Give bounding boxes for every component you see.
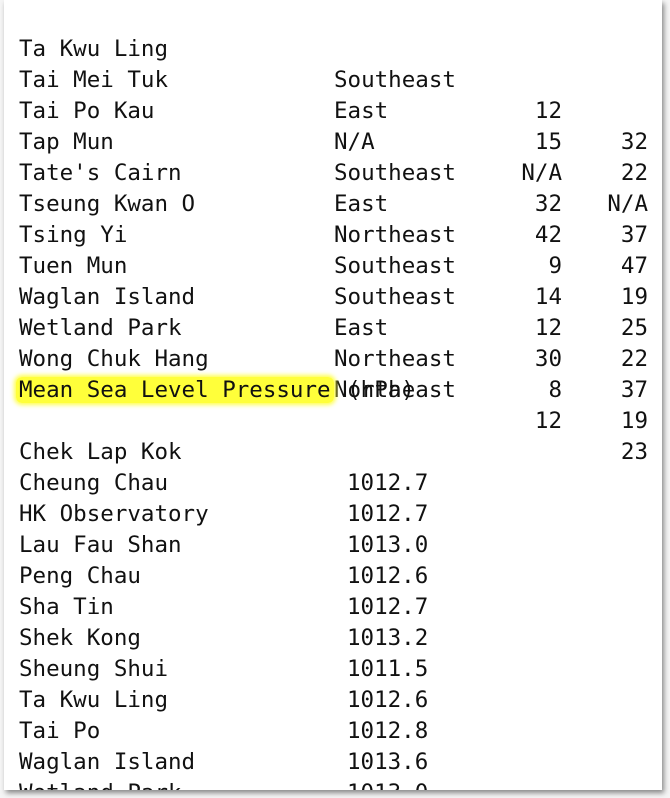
pressure-row: Wetland Park 1012.5 <box>19 747 659 790</box>
station-name: Shek Kong <box>19 625 141 651</box>
pressure-row: Tai Po 1013.6 <box>19 685 659 775</box>
station-name: Sha Tin <box>19 594 114 620</box>
station-name: Wetland Park <box>19 778 182 790</box>
pressure-value: 1012.7 <box>347 501 429 527</box>
station-name: Lau Fau Shan <box>19 532 182 558</box>
station-name: Sheung Shui <box>19 656 169 682</box>
wind-gust: 32 <box>620 129 648 155</box>
wind-speed: N/A <box>521 160 562 186</box>
wind-speed: 15 <box>534 129 562 155</box>
pressure-row: Sha Tin 1013.2 <box>19 561 659 651</box>
pressure-row: Shek Kong 1011.5 <box>19 592 659 682</box>
station-name: Tate's Cairn <box>19 160 182 186</box>
wind-gust: 37 <box>620 222 648 248</box>
station-name: Ta Kwu Ling <box>19 36 169 62</box>
pressure-row: HK Observatory 1013.0 <box>19 468 659 558</box>
station-name: Tsing Yi <box>19 222 128 248</box>
station-name: Wong Chuk Hang <box>19 346 209 372</box>
wind-gust: N/A <box>607 191 648 217</box>
wind-gust: 47 <box>620 253 648 279</box>
wind-direction: East <box>334 315 389 341</box>
wind-speed: 9 <box>548 253 562 279</box>
pressure-table: Chek Lap Kok 1012.7 Cheung Chau 1012.7 H… <box>4 439 662 790</box>
wind-row: Tate's Cairn East 42 47 <box>19 127 659 279</box>
wind-direction: Northeast <box>334 222 456 248</box>
station-name: Tai Mei Tuk <box>19 67 169 93</box>
wind-speed: 32 <box>534 191 562 217</box>
wind-gust: 19 <box>620 284 648 310</box>
wind-gust: 25 <box>620 315 648 341</box>
wind-speed: 8 <box>548 377 562 403</box>
station-name: Chek Lap Kok <box>19 439 182 465</box>
station-name: Tseung Kwan O <box>19 191 196 217</box>
station-name: Waglan Island <box>19 284 196 310</box>
pressure-value: 1012.8 <box>347 718 429 744</box>
pressure-row: Lau Fau Shan 1012.6 <box>19 499 659 589</box>
wind-row: Ta Kwu Ling Southeast 12 32 <box>19 3 659 155</box>
station-name: HK Observatory <box>19 501 209 527</box>
pressure-row: Ta Kwu Ling 1012.8 <box>19 654 659 744</box>
wind-speed: 42 <box>534 222 562 248</box>
wind-speed: 12 <box>534 98 562 124</box>
station-name: Tuen Mun <box>19 253 128 279</box>
station-name: Waglan Island <box>19 749 196 775</box>
pressure-row: Sheung Shui 1012.6 <box>19 623 659 713</box>
wind-row: Waglan Island East 30 37 <box>19 251 659 403</box>
pressure-row: Waglan Island 1013.0 <box>19 716 659 790</box>
pressure-row: Peng Chau 1012.7 <box>19 530 659 620</box>
wind-gust: 22 <box>620 160 648 186</box>
wind-table: Ta Kwu Ling Southeast 12 32 Tai Mei Tuk … <box>4 36 662 465</box>
station-name: Tai Po Kau <box>19 98 155 124</box>
wind-direction: East <box>334 191 389 217</box>
pressure-heading-highlighted: Mean Sea Level Pressure <box>16 377 334 403</box>
station-name: Cheung Chau <box>19 470 169 496</box>
wind-speed: 12 <box>534 408 562 434</box>
pressure-value: 1012.7 <box>347 594 429 620</box>
wind-speed: 14 <box>534 284 562 310</box>
weather-report-document: Ta Kwu Ling Southeast 12 32 Tai Mei Tuk … <box>4 0 662 790</box>
wind-direction: Southeast <box>334 160 456 186</box>
wind-row: Wong Chuk Hang Northeast 12 23 <box>19 313 659 465</box>
wind-row: Tsing Yi Southeast 14 25 <box>19 189 659 341</box>
station-name: Wetland Park <box>19 315 182 341</box>
wind-row: Wetland Park Northeast 8 19 <box>19 282 659 434</box>
wind-gust: 19 <box>620 408 648 434</box>
wind-speed: 12 <box>534 315 562 341</box>
pressure-value: 1012.7 <box>347 470 429 496</box>
wind-speed: 30 <box>534 346 562 372</box>
wind-gust: 23 <box>620 439 648 465</box>
pressure-row: Cheung Chau 1012.7 <box>19 437 659 527</box>
wind-row: Tap Mun Southeast 32 37 <box>19 96 659 248</box>
station-name: Tai Po <box>19 718 101 744</box>
pressure-value: 1013.2 <box>347 625 429 651</box>
pressure-value: 1013.6 <box>347 749 429 775</box>
wind-row: Tseung Kwan O Northeast 9 19 <box>19 158 659 310</box>
pressure-value: 1012.6 <box>347 563 429 589</box>
pressure-value: 1012.6 <box>347 687 429 713</box>
wind-direction: Southeast <box>334 284 456 310</box>
station-name: Peng Chau <box>19 563 141 589</box>
pressure-value: 1013.0 <box>347 778 428 790</box>
wind-direction: Southeast <box>334 253 456 279</box>
station-name: Tap Mun <box>19 129 114 155</box>
wind-direction: Southeast <box>334 67 456 93</box>
wind-row: Tuen Mun Southeast 12 22 <box>19 220 659 372</box>
wind-row: Tai Mei Tuk East 15 22 <box>19 34 659 186</box>
pressure-heading-unit: (hPa) <box>333 377 415 403</box>
wind-direction: Northeast <box>334 346 456 372</box>
wind-direction: Northeast <box>334 377 456 403</box>
pressure-value: 1011.5 <box>347 656 429 682</box>
wind-gust: 37 <box>620 377 648 403</box>
wind-direction: East <box>334 98 389 124</box>
station-name: Ta Kwu Ling <box>19 687 169 713</box>
wind-gust: 22 <box>620 346 648 372</box>
pressure-heading: Mean Sea Level Pressure (hPa) <box>16 375 659 406</box>
pressure-row: Chek Lap Kok 1012.7 <box>19 406 659 496</box>
wind-row: Tai Po Kau N/A N/A N/A <box>19 65 659 217</box>
pressure-value: 1013.0 <box>347 532 429 558</box>
wind-direction: N/A <box>334 129 375 155</box>
